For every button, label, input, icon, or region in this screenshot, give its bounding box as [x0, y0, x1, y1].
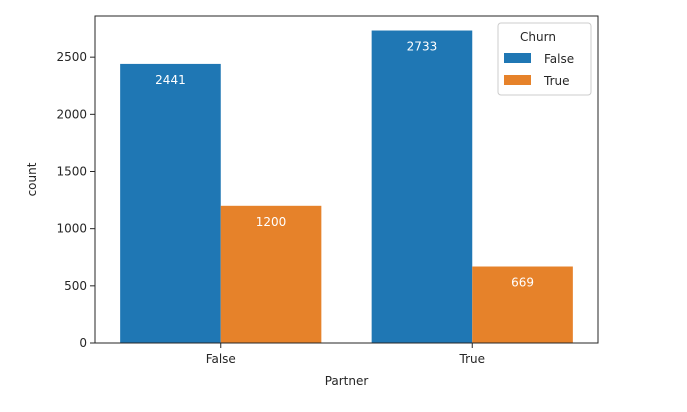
legend-entry-false: False [544, 52, 574, 66]
bar-true-true [472, 266, 573, 343]
y-tick-label: 1000 [56, 222, 87, 236]
data-label: 669 [511, 276, 534, 290]
legend-entry-true: True [543, 74, 570, 88]
legend-swatch-false [504, 53, 531, 63]
data-label: 1200 [256, 215, 287, 229]
bars-layer [120, 30, 573, 344]
x-axis: False True [206, 343, 485, 366]
data-label: 2441 [155, 73, 186, 87]
y-tick-label: 0 [79, 336, 87, 350]
y-tick-label: 2000 [56, 107, 87, 121]
legend-swatch-true [504, 75, 531, 85]
x-tick-label: False [206, 352, 236, 366]
plot-frame [94, 15, 599, 344]
legend: Churn False True [497, 22, 592, 96]
data-labels-layer: 2441 1200 2733 669 [155, 40, 534, 290]
y-tick-label: 500 [64, 279, 87, 293]
bar-false-true [220, 205, 322, 343]
y-axis: 0 500 1000 1500 2000 2500 [56, 50, 95, 350]
legend-title: Churn [520, 30, 556, 44]
x-axis-label: Partner [325, 374, 369, 388]
y-tick-label: 2500 [56, 50, 87, 64]
data-label: 2733 [407, 40, 438, 54]
bar-false-false [120, 63, 221, 343]
y-axis-label: count [25, 162, 39, 196]
bar-true-false [371, 30, 473, 344]
y-tick-label: 1500 [56, 164, 87, 178]
x-tick-label: True [459, 352, 486, 366]
